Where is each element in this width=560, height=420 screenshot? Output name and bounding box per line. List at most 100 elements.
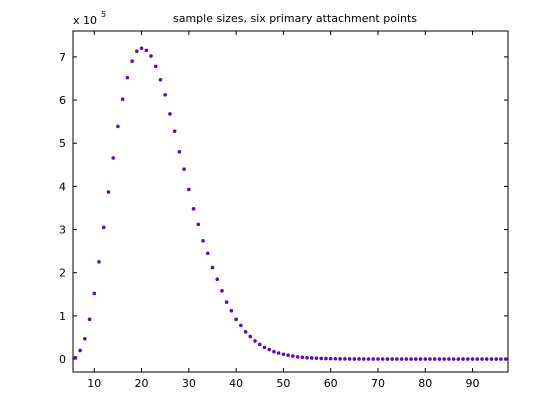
- data-point: [153, 64, 158, 69]
- data-point: [361, 357, 366, 361]
- data-point: [395, 357, 399, 361]
- data-point: [97, 260, 101, 264]
- data-point: [489, 357, 494, 361]
- data-point: [324, 356, 328, 361]
- data-point: [385, 357, 390, 361]
- data-point: [371, 357, 376, 361]
- data-point: [187, 187, 191, 192]
- y-tick-label: 3: [59, 224, 66, 237]
- data-point: [428, 357, 432, 361]
- data-point: [120, 97, 125, 101]
- data-point: [276, 351, 281, 355]
- data-point: [432, 357, 437, 361]
- data-point: [78, 348, 82, 353]
- data-point: [333, 356, 338, 361]
- data-point: [196, 222, 201, 227]
- data-point: [239, 323, 243, 328]
- data-point: [149, 54, 153, 58]
- data-point: [92, 291, 97, 296]
- y-tick-label: 6: [59, 94, 66, 107]
- data-point: [243, 330, 248, 334]
- data-point: [376, 357, 380, 361]
- data-point: [466, 357, 470, 361]
- data-point: [135, 49, 139, 54]
- data-point: [111, 156, 115, 160]
- x-tick-label: 80: [418, 377, 432, 390]
- data-point: [295, 355, 300, 359]
- data-point: [177, 150, 182, 154]
- data-point: [494, 357, 498, 361]
- data-point: [215, 277, 220, 281]
- x-tick-label: 70: [371, 377, 385, 390]
- y-axis-exponent-power: 5: [101, 10, 106, 19]
- data-point: [281, 352, 286, 357]
- data-point: [399, 357, 404, 361]
- data-point: [168, 112, 172, 116]
- data-point: [309, 356, 314, 360]
- data-point: [409, 357, 413, 361]
- data-point: [257, 342, 262, 347]
- data-point: [499, 357, 503, 361]
- data-point: [418, 357, 423, 361]
- data-point: [328, 356, 333, 361]
- data-point: [470, 357, 475, 361]
- data-point: [404, 357, 409, 361]
- data-point: [423, 357, 428, 361]
- data-point: [347, 357, 352, 361]
- data-point: [201, 238, 205, 243]
- y-axis-exponent-base: x 10: [73, 14, 97, 27]
- x-tick-label: 40: [229, 377, 243, 390]
- data-point: [125, 75, 130, 80]
- data-point: [267, 347, 272, 352]
- data-point: [229, 308, 234, 313]
- y-tick-label: 4: [59, 180, 66, 193]
- data-point: [272, 349, 276, 354]
- y-axis-ticks: 0 1 2 3 4 5 6 7: [59, 51, 508, 366]
- data-point: [83, 336, 87, 341]
- data-point: [447, 357, 451, 361]
- data-point: [305, 355, 309, 360]
- y-tick-label: 1: [59, 310, 66, 323]
- data-point: [144, 48, 149, 53]
- data-point: [224, 300, 229, 304]
- data-point: [451, 357, 456, 361]
- chart-title: sample sizes, six primary attachment poi…: [173, 12, 417, 25]
- data-point: [106, 190, 111, 194]
- data-point: [101, 225, 106, 230]
- data-point: [116, 124, 120, 129]
- x-tick-label: 30: [182, 377, 196, 390]
- data-point: [442, 357, 446, 361]
- data-point: [366, 357, 371, 361]
- y-axis-exponent-label: x 10 5: [73, 10, 106, 27]
- data-point: [475, 357, 480, 361]
- x-axis-ticks: 10 20 30 40 50 60 70 80 90: [87, 31, 480, 390]
- data-point: [456, 357, 461, 361]
- data-point: [357, 357, 361, 361]
- y-tick-label: 0: [59, 353, 66, 366]
- data-point: [300, 355, 305, 360]
- data-point: [253, 339, 257, 343]
- data-point: [461, 357, 465, 361]
- y-tick-label: 7: [59, 51, 66, 64]
- data-point: [73, 355, 78, 360]
- data-point: [234, 317, 238, 322]
- data-point: [437, 357, 442, 361]
- data-point: [314, 356, 319, 360]
- data-point: [413, 357, 418, 361]
- data-point: [503, 357, 508, 361]
- x-tick-label: 50: [276, 377, 290, 390]
- data-point: [172, 129, 177, 133]
- data-point: [291, 354, 295, 358]
- plot-area-frame: [72, 30, 509, 373]
- data-point: [191, 207, 196, 211]
- data-point: [220, 289, 224, 293]
- data-point: [390, 357, 394, 361]
- data-point: [286, 353, 290, 357]
- data-point: [87, 317, 92, 322]
- data-point: [158, 77, 163, 82]
- data-point: [343, 357, 347, 361]
- data-points: [73, 46, 508, 361]
- data-point: [319, 356, 324, 361]
